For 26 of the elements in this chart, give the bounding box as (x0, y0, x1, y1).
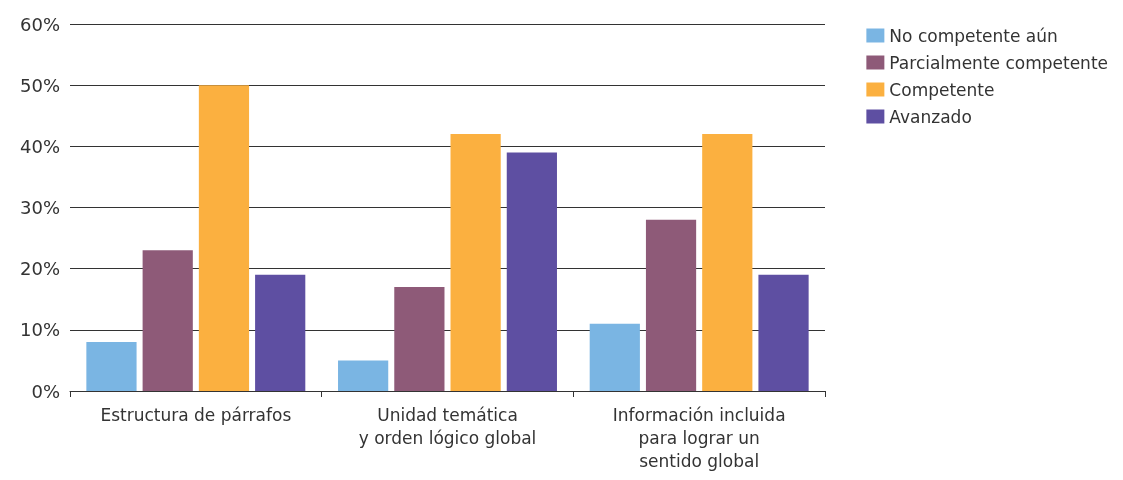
bar (758, 274, 809, 391)
y-tick-label: 10% (19, 319, 60, 341)
bar (255, 274, 306, 391)
bar (394, 287, 445, 391)
x-tick-label: Estructura de párrafos (100, 404, 292, 425)
y-tick-label: 30% (19, 197, 60, 218)
bar (702, 134, 753, 391)
y-tick-label: 20% (19, 258, 60, 280)
x-tick-label: Información incluida para lograr un sentido global (612, 404, 786, 471)
legend-label: No competente aún (889, 25, 1058, 46)
bar (645, 219, 697, 391)
bar (506, 152, 557, 391)
y-tick-label: 40% (19, 135, 60, 157)
y-tick-label: 50% (19, 74, 60, 96)
bar (142, 250, 193, 391)
bar (450, 134, 501, 391)
legend-label: Parcialmente competente (889, 52, 1109, 73)
bar (589, 323, 640, 391)
bar (198, 85, 250, 391)
y-tick-label: 0% (31, 380, 60, 402)
bar (338, 360, 389, 391)
x-tick-label: Unidad temática y orden lógico global (358, 404, 537, 448)
legend-label: Avanzado (889, 106, 972, 127)
legend-label: Competente (889, 79, 995, 100)
bar (86, 342, 137, 391)
y-tick-label: 60% (19, 13, 60, 35)
